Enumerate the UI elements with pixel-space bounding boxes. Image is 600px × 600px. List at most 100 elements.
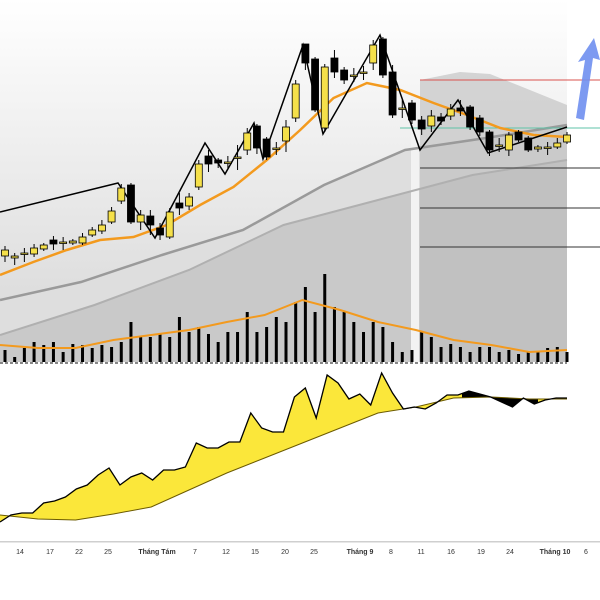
ma-slow-2-line [0,159,568,336]
candle-up [563,134,571,143]
x-axis-line [0,541,600,543]
candle-down [146,215,155,226]
x-tick-label: 11 [417,549,424,556]
candle-down [340,69,349,81]
volume-bar [90,348,94,362]
volume-bar [303,287,307,362]
x-tick-label: 25 [310,549,318,556]
candle-up [504,134,513,151]
volume-bar [468,352,472,362]
volume-bar [517,354,521,362]
volume-bar [410,350,414,362]
x-tick-label: 12 [222,549,230,556]
volume-bar [71,344,75,362]
volume-bar [391,342,395,362]
candle-down [156,227,164,236]
volume-bar [129,322,133,362]
volume-bar [168,337,172,362]
x-tick-label: 25 [104,549,112,556]
candle-up [30,247,38,255]
x-tick-label: 7 [193,549,197,556]
macd-panel [0,371,567,523]
candle-down [485,131,494,151]
volume-bar [352,322,356,362]
volume-bar [3,350,7,362]
candle-down [524,137,533,151]
x-tick-label: 20 [281,549,289,556]
volume-bar [81,345,85,362]
volume-bar [294,302,298,362]
candle-up [88,229,97,236]
candle-up [359,71,368,74]
candle-up [495,144,504,147]
macd-line [0,371,567,523]
candle-up [20,252,29,255]
volume-bar [255,332,259,362]
candle-down [330,57,339,73]
candle-down [49,239,58,245]
volume-bar [110,347,114,362]
candle-down [456,107,465,112]
volume-bar [284,322,288,362]
volume-bar [458,347,462,362]
volume-bar [332,307,336,362]
x-tick-label: 16 [447,549,455,556]
volume-bar [216,342,220,362]
candle-up [136,214,145,223]
candle-down [175,202,184,209]
volume-bar [177,317,181,362]
candle-up [543,146,552,149]
volume-bar [439,347,443,362]
volume-bar [429,337,433,362]
candles [1,37,571,265]
candle-up [1,249,9,257]
volume-bar [449,344,453,362]
volume-bar [42,345,46,362]
candle-down [204,155,213,165]
candle-up [349,74,358,77]
x-axis: 14 17 22 25 Tháng Tám 7 12 15 20 25 Tháng 9 8 11 16 19… [16,549,588,556]
x-tick-label: 24 [506,549,514,556]
volume-bar [265,327,269,362]
candle-up [97,224,106,232]
volume-bar [313,312,317,362]
volume-bar [420,332,424,362]
volume-bar [22,348,26,362]
volume-bar [555,347,559,362]
candle-down [127,184,135,223]
x-tick-label: 6 [584,549,588,556]
x-tick-label: 17 [46,549,54,556]
candle-up [117,187,126,202]
candle-up [398,107,407,110]
forecast-zone [420,72,567,362]
volume-bar [139,337,143,362]
volume-bar [148,337,152,362]
candle-down [262,138,271,158]
candle-up [68,240,77,244]
ma-slow-1-line [0,123,568,302]
volume-ma-line [0,298,568,354]
candle-up [10,255,19,259]
zigzag-line [0,33,568,240]
candle-up [194,163,203,188]
candle-up [427,115,436,127]
volume-bar [507,350,511,362]
candle-down [378,38,387,76]
candle-up [233,156,242,159]
x-tick-label: Tháng 9 [347,549,374,556]
candle-up [369,44,378,64]
volume-bar [487,347,491,362]
candle-up [446,108,455,117]
x-tick-label: Tháng 10 [540,549,571,556]
x-tick-label: 15 [251,549,259,556]
volume-bar [119,342,123,362]
volume-bar [362,332,366,362]
x-tick-label: 14 [16,549,24,556]
volume-bars [3,274,569,362]
volume-bar [51,342,55,362]
volume-bar [381,327,385,362]
candle-down [466,106,475,128]
volume-bar [187,332,191,362]
price-bands [0,0,568,362]
volume-bar [245,312,249,362]
